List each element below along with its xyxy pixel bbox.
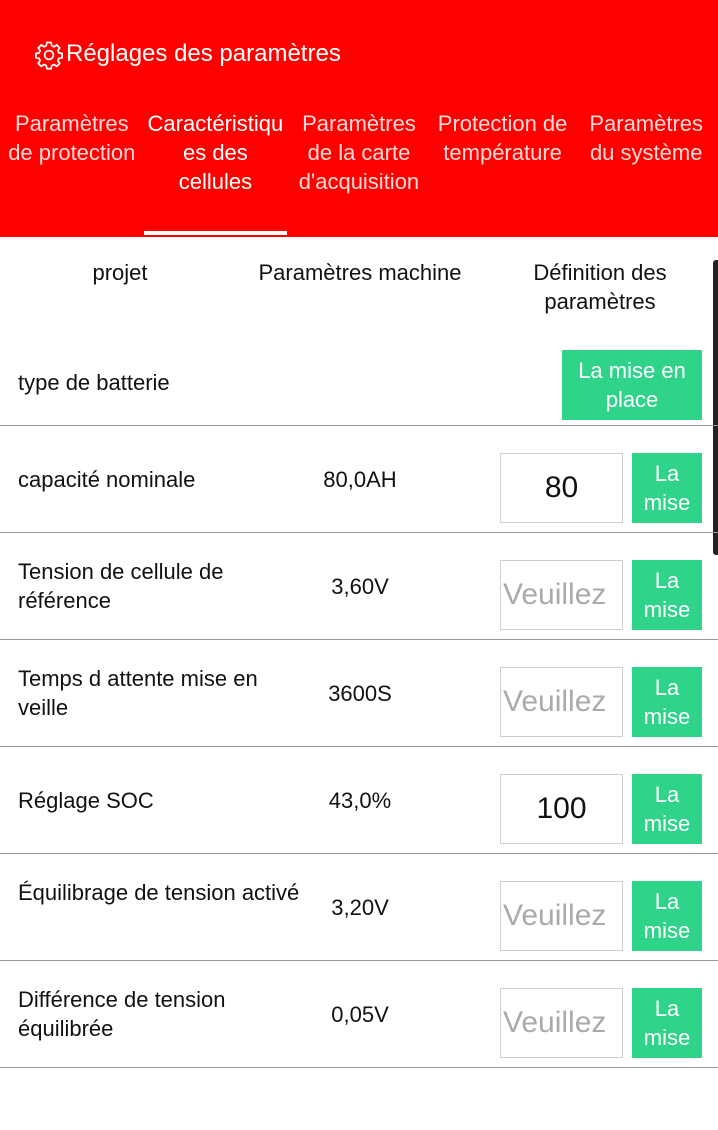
input-field[interactable]: Veuillez <box>500 988 623 1058</box>
settings-icon <box>35 41 63 70</box>
row-divider <box>0 960 718 961</box>
machine-value: 3600S <box>328 681 392 706</box>
row-label: Équilibrage de tension activé <box>18 880 300 905</box>
input-field[interactable]: Veuillez <box>500 667 623 737</box>
row-divider <box>0 425 718 426</box>
row-divider <box>0 853 718 854</box>
input-field[interactable]: Veuillez <box>500 881 623 951</box>
tab[interactable]: Paramètres du système <box>589 111 704 165</box>
tab[interactable]: Paramètres de la carte d'acquisition <box>298 111 420 194</box>
row-label: Réglage SOC <box>18 788 154 813</box>
apply-button[interactable]: La mise <box>632 453 702 523</box>
tab[interactable]: Paramètres de protection <box>8 111 136 165</box>
input-field[interactable]: 80 <box>500 453 623 523</box>
tab-indicator <box>143 231 288 235</box>
header: Réglages des paramètres Paramètres de pr… <box>0 0 718 237</box>
apply-button[interactable]: La mise <box>632 881 702 951</box>
column-header: projet <box>92 260 148 285</box>
row-label: capacité nominale <box>18 467 196 492</box>
machine-value: 43,0% <box>328 788 392 813</box>
row-label: Temps d attente mise en veille <box>18 666 258 720</box>
machine-value: 80,0AH <box>323 467 397 492</box>
scroll-edge <box>713 260 718 555</box>
row-divider <box>0 746 718 747</box>
apply-button[interactable]: La mise <box>632 774 702 844</box>
page-title: Réglages des paramètres <box>66 40 341 67</box>
tab[interactable]: Protection de température <box>437 111 568 165</box>
row-label: Tension de cellule de référence <box>18 559 224 613</box>
column-header: Définition des paramètres <box>533 260 667 314</box>
column-header: Paramètres machine <box>258 260 462 285</box>
apply-button[interactable]: La mise <box>632 560 702 630</box>
machine-value: 3,20V <box>331 895 389 920</box>
apply-button[interactable]: La mise <box>632 667 702 737</box>
machine-value: 0,05V <box>331 1002 389 1027</box>
row-label: type de batterie <box>18 370 170 395</box>
row-divider <box>0 532 718 533</box>
row-divider <box>0 639 718 640</box>
row-label: Différence de tension équilibrée <box>18 987 226 1041</box>
input-field[interactable]: 100 <box>500 774 623 844</box>
row-divider <box>0 1067 718 1068</box>
apply-button[interactable]: La mise en place <box>562 350 702 420</box>
input-field[interactable]: Veuillez <box>500 560 623 630</box>
apply-button[interactable]: La mise <box>632 988 702 1058</box>
machine-value: 3,60V <box>331 574 389 599</box>
tab[interactable]: Caractéristiques des cellules <box>147 111 284 194</box>
